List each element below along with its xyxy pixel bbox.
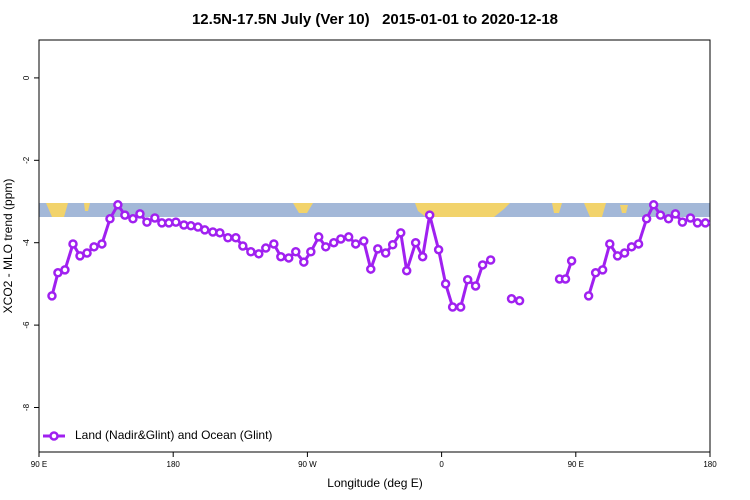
data-point xyxy=(47,291,57,301)
data-point xyxy=(655,210,666,220)
data-point xyxy=(514,296,525,306)
data-point xyxy=(692,218,703,228)
data-point xyxy=(350,239,361,249)
data-point xyxy=(583,291,594,301)
data-point xyxy=(359,236,369,246)
data-point xyxy=(410,237,421,248)
data-point xyxy=(120,210,130,220)
data-point xyxy=(135,209,145,219)
data-point xyxy=(685,213,696,223)
data-point xyxy=(171,217,181,227)
data-point xyxy=(566,256,577,266)
data-point xyxy=(142,217,152,227)
data-point xyxy=(455,302,466,312)
data-point xyxy=(89,242,99,252)
data-point xyxy=(670,209,681,219)
data-point xyxy=(380,248,391,258)
data-point xyxy=(320,242,331,252)
chart-title: 12.5N-17.5N July (Ver 10) 2015-01-01 to … xyxy=(192,11,558,28)
data-point xyxy=(387,240,398,250)
data-point xyxy=(605,239,615,249)
x-tick-label: 90 E xyxy=(31,460,47,469)
data-point xyxy=(128,214,138,224)
x-tick-label: 90 W xyxy=(298,460,317,469)
x-tick-label: 90 E xyxy=(568,460,584,469)
data-point xyxy=(597,265,608,275)
y-tick-label: -4 xyxy=(22,239,31,247)
data-point xyxy=(223,233,233,243)
data-point xyxy=(306,247,316,257)
data-point xyxy=(246,247,256,257)
data-point xyxy=(276,251,286,262)
plot-frame xyxy=(38,39,711,453)
data-point xyxy=(424,210,435,220)
data-point xyxy=(641,214,652,224)
y-tick-label: -8 xyxy=(22,403,31,411)
data-point xyxy=(150,213,160,223)
data-point xyxy=(506,293,517,304)
data-point xyxy=(447,302,458,312)
data-point xyxy=(677,217,688,227)
data-point xyxy=(68,239,78,249)
data-point xyxy=(462,275,473,285)
data-point xyxy=(477,260,488,270)
data-point xyxy=(105,214,115,224)
data-point xyxy=(663,214,674,224)
data-point xyxy=(238,241,248,251)
x-tick-label: 180 xyxy=(703,460,717,469)
data-point xyxy=(433,244,444,255)
data-point xyxy=(291,247,301,257)
data-point xyxy=(633,239,644,249)
data-point xyxy=(97,239,107,249)
data-point xyxy=(343,232,354,242)
x-tick-label: 180 xyxy=(167,460,181,469)
y-tick-label: -6 xyxy=(22,321,31,329)
data-point xyxy=(395,228,406,238)
data-point xyxy=(113,200,123,210)
data-point xyxy=(313,232,324,242)
data-point xyxy=(269,239,279,249)
data-point xyxy=(470,281,481,291)
legend-marker xyxy=(49,431,59,441)
data-point xyxy=(299,257,309,267)
y-tick-label: 0 xyxy=(22,75,31,80)
data-point xyxy=(215,228,225,238)
data-point xyxy=(560,274,571,284)
data-point xyxy=(619,248,630,258)
data-point xyxy=(366,264,376,274)
legend-label: Land (Nadir&Glint) and Ocean (Glint) xyxy=(75,428,272,442)
x-tick-label: 0 xyxy=(439,460,444,469)
data-point xyxy=(231,233,241,243)
x-axis-label: Longitude (deg E) xyxy=(327,476,422,490)
data-point xyxy=(284,253,294,263)
data-point xyxy=(60,265,70,275)
data-point xyxy=(254,249,264,259)
data-point xyxy=(485,255,496,265)
data-point xyxy=(329,237,339,248)
data-point xyxy=(648,200,659,210)
data-point xyxy=(373,244,383,254)
data-point xyxy=(200,225,210,235)
data-point xyxy=(261,243,271,253)
data-point xyxy=(417,251,428,262)
map-stripe xyxy=(39,203,710,217)
y-axis-label: XCO2 - MLO trend (ppm) xyxy=(1,179,15,314)
y-tick-label: -2 xyxy=(22,156,31,164)
data-point xyxy=(336,234,346,244)
data-point xyxy=(700,218,711,228)
data-point xyxy=(440,279,451,289)
data-point xyxy=(401,265,412,276)
data-point xyxy=(82,248,92,258)
